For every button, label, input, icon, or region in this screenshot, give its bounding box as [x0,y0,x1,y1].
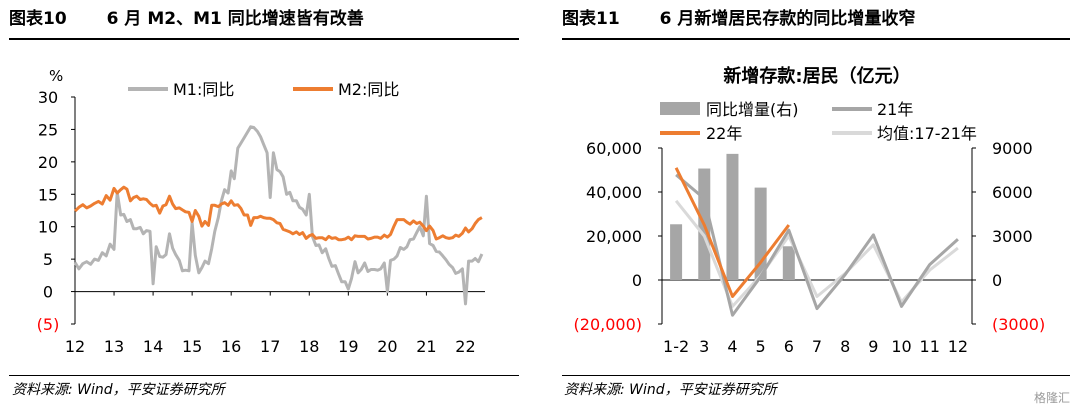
right-legend-label-bars: 同比增量(右) [706,100,799,119]
right-legend-label-2022: 22年 [706,124,742,143]
right-right-y-tick-label: (3000) [992,315,1045,334]
right-x-tick-label: 7 [812,337,822,356]
left-x-tick-label: 21 [416,337,436,356]
right-x-tick-label: 6 [784,337,794,356]
right-source-rule [562,375,1070,376]
right-bar-yoy-increment [726,153,739,280]
right-title-rule [562,38,1070,40]
right-x-tick-label: 11 [920,337,940,356]
left-x-tick-label: 13 [104,337,124,356]
right-x-tick-label: 4 [727,337,737,356]
right-x-tick-label: 8 [840,337,850,356]
left-y-tick-label: (5) [37,315,60,334]
right-chart-title: 图表11 6 月新增居民存款的同比增量收窄 [562,2,915,36]
left-source-rule [9,375,519,376]
left-y-tick-label: 20 [38,153,58,172]
right-source: 资料来源: Wind，平安证券研究所 [564,382,777,398]
left-title-rule [9,38,519,40]
right-right-y-tick-label: 6000 [992,183,1033,202]
left-x-tick-label: 15 [182,337,202,356]
right-chart-number: 图表11 [562,9,620,29]
left-x-tick-label: 20 [377,337,397,356]
left-x-tick-label: 12 [65,337,85,356]
left-chart-title: 图表10 6 月 M2、M1 同比增速皆有改善 [9,2,364,36]
left-legend-label-m2: M2:同比 [338,80,399,99]
right-series-2022-line [674,167,790,298]
right-x-tick-label: 12 [948,337,968,356]
right-bar-yoy-increment [782,246,795,280]
left-y-tick-label: 30 [38,88,58,107]
right-left-y-tick-label: 20,000 [586,227,642,246]
left-x-tick-label: 16 [221,337,241,356]
right-chart: 新增存款:居民（亿元）60,00040,00020,0000(20,000)90… [574,65,1046,356]
right-legend-label-2021: 21年 [877,100,913,119]
right-left-y-tick-label: (20,000) [574,315,642,334]
right-x-tick-label: 5 [756,337,766,356]
left-series-m1-line [73,125,484,306]
left-y-unit: % [49,67,63,85]
left-x-tick-label: 14 [143,337,163,356]
left-series-m2-line [73,185,483,242]
right-chart-inner-title: 新增存款:居民（亿元） [723,65,910,87]
left-y-tick-label: 10 [38,218,58,237]
left-y-tick-label: 0 [43,283,53,302]
right-right-y-tick-label: 3000 [992,227,1033,246]
right-right-y-tick-label: 0 [992,271,1002,290]
right-bar-yoy-increment [670,224,683,280]
right-x-tick-label: 3 [699,337,709,356]
left-legend-label-m1: M1:同比 [173,80,234,99]
left-source: 资料来源: Wind，平安证券研究所 [12,382,225,398]
left-chart-number: 图表10 [9,9,67,29]
left-chart-heading: 6 月 M2、M1 同比增速皆有改善 [106,9,364,29]
left-x-tick-label: 18 [299,337,319,356]
right-legend-swatch-bars [660,102,700,115]
right-right-y-tick-label: 9000 [992,139,1033,158]
right-left-y-tick-label: 40,000 [586,183,642,202]
left-y-tick-label: 5 [43,250,53,269]
right-left-y-tick-label: 60,000 [586,139,642,158]
right-chart-heading: 6 月新增居民存款的同比增量收窄 [659,9,916,29]
left-x-tick-label: 17 [260,337,280,356]
watermark-logo: 格隆汇 [1033,391,1070,405]
right-x-tick-label: 10 [891,337,911,356]
left-y-tick-label: 25 [38,120,58,139]
left-y-tick-label: 15 [38,185,58,204]
left-chart: % 30 25 20 15 10 5 0 (5) 12 13 14 15 16 17 18 19 20 21 22 M1… [37,67,485,356]
left-x-tick-label: 19 [338,337,358,356]
right-left-y-tick-label: 0 [632,271,642,290]
left-x-tick-label: 22 [455,337,475,356]
right-x-tick-label: 9 [868,337,878,356]
right-x-tick-label: 1-2 [663,337,689,356]
right-legend-label-avg: 均值:17-21年 [877,124,977,143]
